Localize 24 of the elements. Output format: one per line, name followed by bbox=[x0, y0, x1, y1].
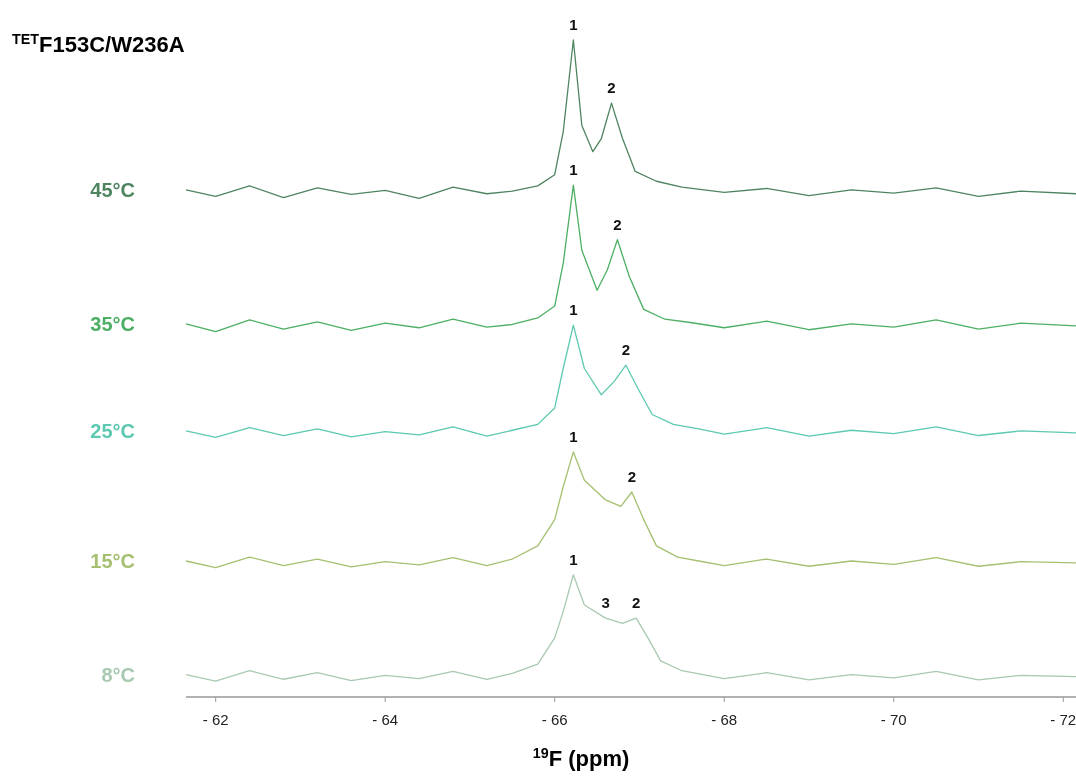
annotation: 2 bbox=[621, 341, 631, 359]
x-tick-label: - 68 bbox=[711, 711, 738, 728]
annotation: 1 bbox=[569, 301, 578, 319]
annotation: 1 bbox=[569, 161, 578, 179]
annotation: 2 bbox=[631, 594, 641, 612]
x-tick-label: - 70 bbox=[880, 711, 907, 728]
x-tick-label: - 64 bbox=[372, 711, 399, 728]
chart-title: $^{TET}$F153C/W236A bbox=[12, 31, 185, 57]
text: 15°C bbox=[90, 550, 135, 572]
text: 35°C bbox=[90, 312, 135, 335]
annotation: 1 bbox=[569, 427, 578, 445]
x-tick-label: - 66 bbox=[541, 711, 568, 728]
annotation: 1 bbox=[569, 550, 578, 568]
x-tick-label: - 62 bbox=[202, 711, 229, 728]
annotation: 2 bbox=[613, 215, 622, 233]
text: 25°C bbox=[90, 419, 135, 442]
annotation: 2 bbox=[607, 79, 616, 97]
x-tick-label: - 72 bbox=[1050, 711, 1076, 728]
x-axis-title: $^{19}$F (ppm) bbox=[532, 745, 630, 771]
annotation: 3 bbox=[601, 594, 610, 612]
annotation: 2 bbox=[627, 468, 637, 486]
annotation: 1 bbox=[569, 16, 578, 33]
text: 8°C bbox=[101, 663, 135, 686]
text: 45°C bbox=[90, 178, 135, 201]
